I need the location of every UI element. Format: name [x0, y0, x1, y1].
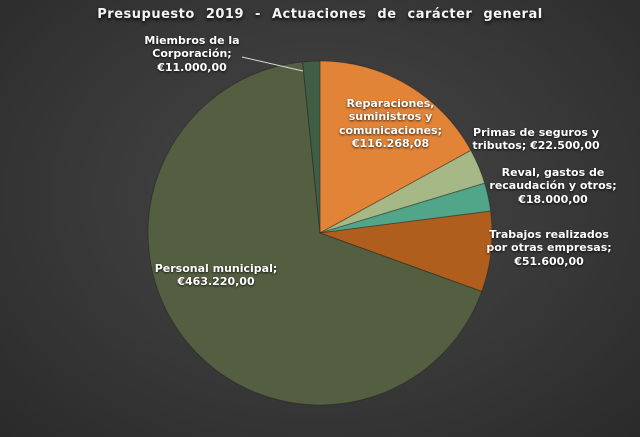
pie-label-miembros: Miembros de la Corporación; €11.000,00	[144, 34, 240, 74]
pie-label-reval: Reval, gastos de recaudación y otros; €1…	[489, 166, 617, 206]
pie-slice-reparaciones-suministros-y-comunicaciones	[319, 60, 472, 234]
pie-slice-reval-gastos-de-recaudacion-y-otros	[319, 182, 492, 234]
pie-label-reparaciones: Reparaciones, suministros y comunicacion…	[338, 97, 442, 151]
pie-slice-trabajos-realizados-por-otras-empresas	[319, 210, 493, 293]
pie-slice-personal-municipal	[147, 61, 483, 406]
pie-slice-miembros-de-la-corporacion	[302, 60, 321, 234]
pie-slices	[147, 60, 493, 406]
chart-title: Presupuesto 2019 - Actuaciones de caráct…	[97, 7, 543, 22]
pie-label-trabajos: Trabajos realizados por otras empresas; …	[486, 228, 612, 268]
leader-line-miembros	[241, 56, 304, 72]
pie-label-personal: Personal municipal; €463.220,00	[154, 262, 278, 289]
pie-label-primas: Primas de seguros y tributos; €22.500,00	[472, 126, 600, 153]
pie-slice-primas-de-seguros-y-tributos	[319, 149, 486, 234]
